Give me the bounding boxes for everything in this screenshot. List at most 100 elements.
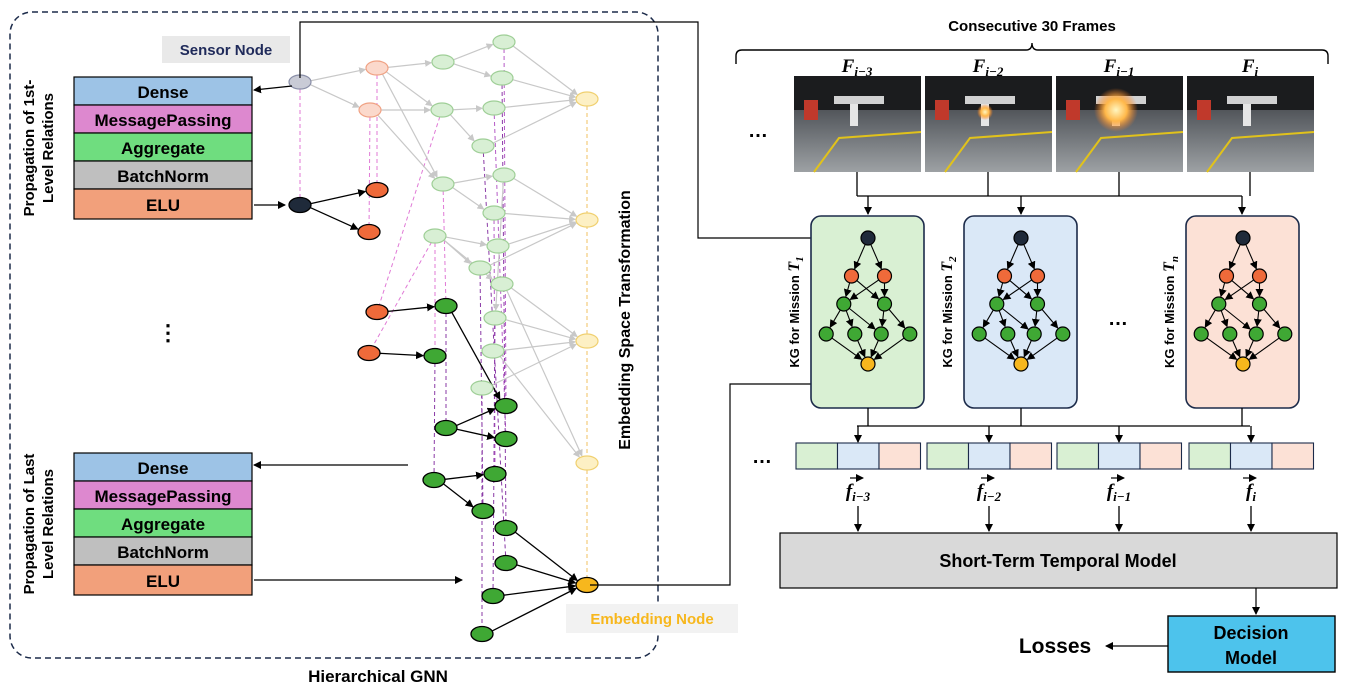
gnn-edge — [310, 189, 367, 205]
gnn-faded-node — [468, 260, 492, 276]
gnn-guide-line — [442, 183, 447, 307]
kg-edge — [870, 244, 883, 270]
frame-light — [965, 96, 1015, 104]
decision-model-label-line2: Model — [1225, 648, 1277, 668]
sensor-to-dense-arrow — [253, 85, 293, 94]
gnn-guide-line — [503, 41, 507, 407]
kg-node — [836, 296, 852, 312]
gnn-edge — [456, 428, 496, 440]
layer-dense-2-label: Dense — [137, 459, 188, 478]
kg-edge — [1253, 310, 1262, 328]
frame-label: Fi−3 — [841, 56, 873, 79]
layer-elu-2 — [73, 564, 253, 596]
gnn-edge — [309, 206, 359, 230]
sensor-to-kg-connector — [299, 21, 864, 242]
kg-label: KG for Mission Tn — [1161, 256, 1181, 368]
feature-label: fi−2 — [977, 481, 1002, 504]
gnn-graph — [288, 34, 599, 643]
kg-edge — [1223, 307, 1251, 330]
kg-edge — [1245, 244, 1258, 270]
frame-pump — [804, 100, 818, 120]
frame-lane-line — [944, 131, 1053, 173]
feature-cell — [1056, 442, 1100, 470]
gnn-faded-edge — [310, 67, 367, 82]
kg-node — [860, 356, 876, 372]
kg-edge — [1026, 337, 1058, 360]
gnn-faded-node — [481, 343, 505, 359]
gnn-faded-edge — [377, 114, 436, 180]
layer-dense-2 — [73, 452, 253, 482]
gnn-node — [434, 419, 458, 437]
embedding-space-label: Embedding Space Transformation — [617, 190, 634, 450]
feature-cell — [1271, 442, 1315, 470]
kg-node — [860, 230, 876, 246]
kg-edge — [1001, 307, 1029, 330]
layer-elu-1 — [73, 188, 253, 220]
kg-edge — [849, 279, 880, 301]
kg-node — [876, 296, 893, 312]
kg-node — [1055, 326, 1071, 342]
kg-edge — [870, 340, 879, 358]
gnn-guide-line — [501, 77, 507, 529]
kg-node — [1248, 326, 1264, 342]
temporal-model-label: Short-Term Temporal Model — [939, 551, 1176, 571]
gnn-faded-node — [575, 91, 599, 107]
hierarchical-gnn-panel: Hierarchical GNN Sensor Node Embedding N… — [9, 11, 738, 686]
gnn-faded-edge — [489, 222, 577, 266]
first-level-side-label-line2: Level Relations — [40, 93, 57, 203]
layer-aggregate-2 — [73, 508, 253, 538]
gnn-faded-edge — [452, 105, 484, 113]
layer-batchnorm-2-label: BatchNorm — [117, 543, 209, 562]
layer-batchnorm-2 — [73, 536, 253, 566]
feature-ellipsis: … — [752, 446, 772, 468]
gnn-node — [470, 625, 494, 643]
kg-edge — [1224, 279, 1255, 301]
kg-edge — [1006, 244, 1019, 270]
kg-node — [1000, 326, 1016, 342]
feature-cell — [1188, 442, 1232, 470]
gnn-node — [494, 430, 518, 448]
kg-node — [1235, 230, 1251, 246]
kg-node — [1026, 326, 1042, 342]
gnn-faded-edge — [309, 84, 360, 108]
gnn-faded-node — [492, 167, 516, 183]
kg-node — [996, 268, 1013, 284]
gnn-edge — [379, 351, 425, 360]
gnn-edge — [456, 407, 496, 427]
gnn-node — [357, 344, 381, 362]
gnn-faded-node — [431, 54, 455, 70]
kg-edge — [845, 310, 854, 328]
kg-edge — [878, 310, 887, 328]
gnn-node — [365, 303, 389, 321]
gnn-node — [422, 471, 446, 489]
gnn-faded-edge — [503, 339, 577, 351]
frame-light — [834, 96, 884, 104]
gnn-faded-node — [365, 60, 389, 76]
kg-edge — [996, 282, 1005, 298]
kg-edge — [1002, 279, 1033, 301]
gnn-faded-node — [492, 34, 516, 50]
decision-model-box — [1167, 615, 1336, 673]
gnn-faded-node — [575, 212, 599, 228]
frame-lane-line — [1206, 131, 1315, 173]
gnn-faded-edge — [449, 114, 475, 142]
gnn-guide-line — [368, 235, 436, 354]
feature-cell — [1009, 442, 1053, 470]
kg-edge — [1228, 244, 1241, 270]
kg-edge — [1009, 280, 1033, 300]
gnn-faded-node — [490, 70, 514, 86]
gnn-guide-line — [376, 109, 443, 313]
kg-section: … KG for Mission T1 KG for Mission T2 KG f… — [786, 215, 1300, 427]
kg-node — [1235, 356, 1251, 372]
gnn-faded-edge — [505, 319, 577, 341]
kg-edge — [1245, 340, 1254, 358]
kg-edge — [1248, 337, 1280, 360]
kg-edge — [857, 340, 866, 358]
layer-elu-2-label: ELU — [146, 572, 180, 591]
gnn-edge — [387, 303, 436, 313]
kg-edge — [848, 307, 876, 330]
frame-label: Fi−2 — [972, 56, 1004, 79]
kg-node — [971, 326, 987, 342]
kg-edge — [1031, 310, 1040, 328]
